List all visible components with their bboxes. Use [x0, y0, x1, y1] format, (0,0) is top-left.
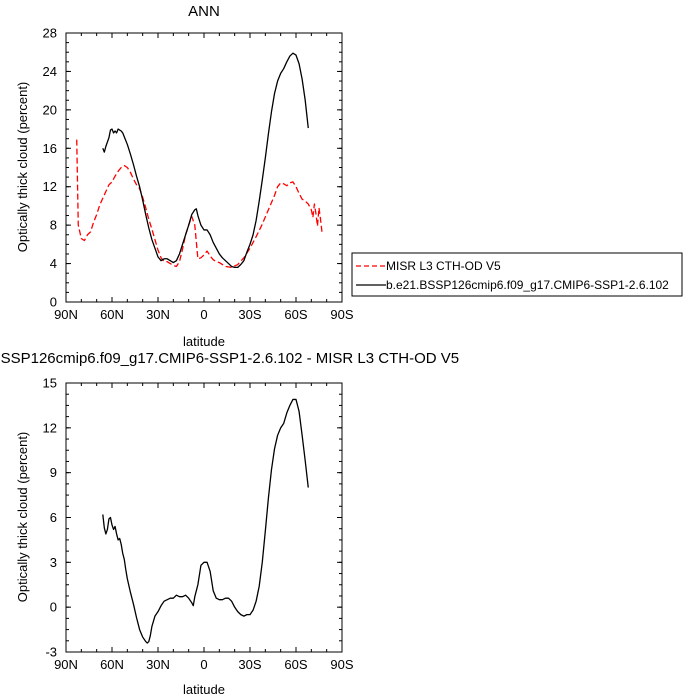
- x-tick-label: 60N: [100, 307, 124, 322]
- y-tick-label: 4: [50, 256, 57, 271]
- legend: MISR L3 CTH-OD V5 b.e21.BSSP126cmip6.f09…: [351, 252, 683, 297]
- panel-bottom-xlabel: latitude: [183, 682, 225, 697]
- y-tick-label: 6: [50, 510, 57, 525]
- y-tick-label: 24: [43, 64, 57, 79]
- legend-label-misr: MISR L3 CTH-OD V5: [386, 259, 501, 273]
- panel-bottom-title: b.e21.BSSP126cmip6.f09_g17.CMIP6-SSP1-2.…: [0, 350, 459, 367]
- panel-bottom-ylabel: Optically thick cloud (percent): [15, 432, 30, 603]
- legend-label-model: b.e21.BSSP126cmip6.f09_g17.CMIP6-SSP1-2.…: [386, 278, 669, 292]
- y-tick-label: 8: [50, 218, 57, 233]
- panel-top-xlabel: latitude: [183, 334, 225, 349]
- x-tick-label: 90N: [54, 307, 78, 322]
- panel-top-title: ANN: [188, 3, 220, 20]
- y-tick-label: 28: [43, 26, 57, 41]
- y-tick-label: 12: [43, 420, 57, 435]
- y-tick-label: 20: [43, 102, 57, 117]
- y-tick-label: 16: [43, 141, 57, 156]
- legend-box: [351, 252, 683, 297]
- series-line-1: [102, 52, 309, 269]
- x-tick-label: 0: [200, 657, 207, 672]
- x-tick-label: 0: [200, 307, 207, 322]
- x-tick-label: 30N: [146, 657, 170, 672]
- x-tick-label: 30S: [238, 307, 261, 322]
- x-tick-label: 30S: [238, 657, 261, 672]
- panel-top: ANN 90N 60N 30N 0 30S 60S 90S 0 4 8 12 16 20 24 28 lat…: [15, 3, 354, 349]
- y-tick-label: 0: [50, 295, 57, 310]
- x-tick-label: 90S: [330, 657, 353, 672]
- y-tick-label: 12: [43, 179, 57, 194]
- y-tick-label: 15: [43, 376, 57, 391]
- x-tick-label: 30N: [146, 307, 170, 322]
- series-line-0: [102, 398, 309, 644]
- panel-bottom-ticks: 90N 60N 30N 0 30S 60S 90S -3 0 3 6 9 12 15: [43, 376, 354, 673]
- panel-bottom: b.e21.BSSP126cmip6.f09_g17.CMIP6-SSP1-2.…: [0, 350, 459, 697]
- y-tick-label: -3: [45, 645, 57, 660]
- y-tick-label: 9: [50, 465, 57, 480]
- panel-top-ticks: 90N 60N 30N 0 30S 60S 90S 0 4 8 12 16 20 24 28: [43, 26, 354, 323]
- x-tick-label: 60S: [284, 657, 307, 672]
- y-tick-label: 0: [50, 600, 57, 615]
- series-line-0: [76, 139, 323, 269]
- y-tick-label: 3: [50, 555, 57, 570]
- panel-bottom-series: [102, 398, 309, 644]
- x-tick-label: 60S: [284, 307, 307, 322]
- panel-top-series: [76, 52, 323, 269]
- panel-top-ylabel: Optically thick cloud (percent): [15, 82, 30, 253]
- x-tick-label: 90S: [330, 307, 353, 322]
- x-tick-label: 90N: [54, 657, 78, 672]
- x-tick-label: 60N: [100, 657, 124, 672]
